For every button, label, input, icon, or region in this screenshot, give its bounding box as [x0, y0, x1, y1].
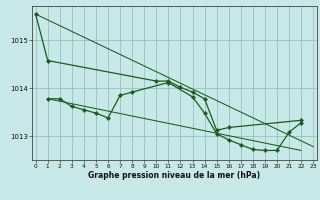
- X-axis label: Graphe pression niveau de la mer (hPa): Graphe pression niveau de la mer (hPa): [88, 171, 260, 180]
